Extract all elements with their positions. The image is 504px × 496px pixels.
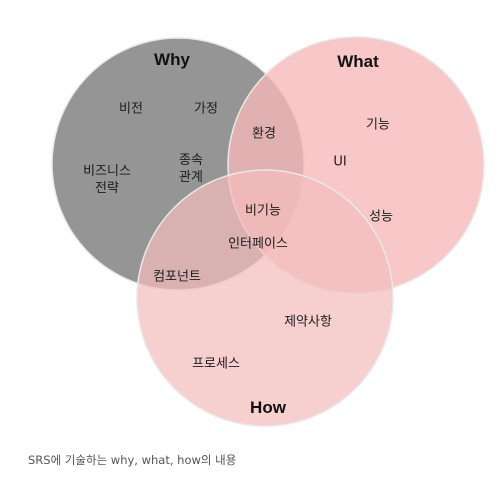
label-dependency: 종속 관계: [179, 153, 203, 185]
label-constraints: 제약사항: [284, 314, 332, 330]
what-title: What: [337, 52, 379, 71]
label-ui: UI: [333, 154, 347, 170]
label-business-strategy: 비즈니스 전략: [83, 164, 131, 196]
label-component: 컴포넌트: [153, 269, 201, 285]
figure-caption: SRS에 기술하는 why, what, how의 내용: [28, 453, 237, 467]
how-title: How: [250, 398, 286, 417]
label-assumption: 가정: [194, 101, 218, 117]
label-environment: 환경: [252, 126, 276, 142]
label-function: 기능: [366, 117, 390, 133]
why-title: Why: [154, 50, 190, 69]
label-interface: 인터페이스: [228, 236, 288, 252]
circle-how: [136, 169, 394, 427]
label-vision: 비전: [119, 101, 143, 117]
label-performance: 성능: [369, 209, 393, 225]
label-process: 프로세스: [192, 356, 240, 372]
label-non-functional: 비기능: [245, 203, 281, 219]
